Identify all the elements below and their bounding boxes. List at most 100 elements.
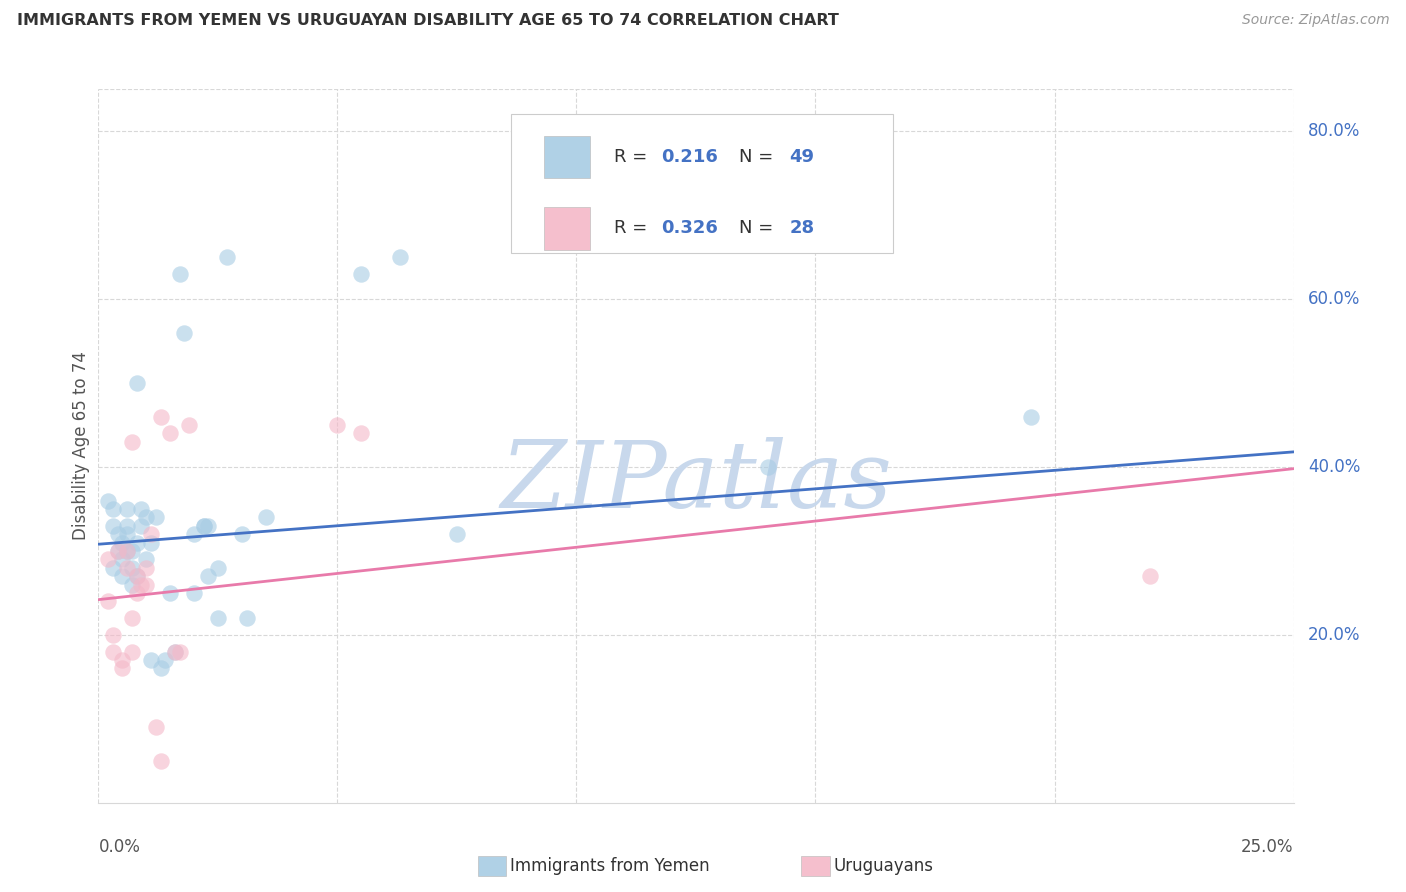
Point: [183, 527, 205, 541]
Point: [135, 552, 157, 566]
Point: [107, 544, 129, 558]
Point: [111, 535, 134, 549]
Point: [163, 645, 186, 659]
Point: [121, 645, 143, 659]
FancyBboxPatch shape: [544, 136, 589, 178]
Point: [135, 560, 157, 574]
Text: 28: 28: [789, 219, 814, 237]
Point: [1139, 569, 1161, 583]
Point: [121, 434, 143, 449]
Text: ZIPatlas: ZIPatlas: [501, 437, 891, 526]
Point: [135, 577, 157, 591]
Point: [101, 560, 124, 574]
Text: Uruguayans: Uruguayans: [834, 857, 934, 875]
Text: N =: N =: [740, 219, 779, 237]
Point: [131, 518, 153, 533]
Text: Immigrants from Yemen: Immigrants from Yemen: [510, 857, 710, 875]
Point: [101, 502, 124, 516]
Point: [183, 586, 205, 600]
Point: [1019, 409, 1042, 424]
Point: [163, 645, 186, 659]
Point: [207, 560, 229, 574]
Point: [139, 527, 162, 541]
Point: [326, 417, 349, 432]
Text: 80.0%: 80.0%: [1308, 122, 1360, 140]
Point: [197, 518, 219, 533]
Point: [149, 409, 172, 424]
Point: [193, 518, 215, 533]
Point: [197, 569, 219, 583]
Point: [149, 661, 172, 675]
Point: [159, 426, 181, 441]
Point: [235, 611, 257, 625]
Text: 40.0%: 40.0%: [1308, 458, 1360, 476]
Point: [350, 426, 373, 441]
Point: [254, 510, 277, 524]
Text: R =: R =: [613, 148, 652, 166]
Point: [350, 267, 373, 281]
Text: 25.0%: 25.0%: [1241, 838, 1294, 856]
Point: [193, 518, 215, 533]
Point: [121, 577, 143, 591]
Point: [121, 611, 143, 625]
Point: [131, 577, 153, 591]
Point: [111, 569, 134, 583]
Point: [111, 653, 134, 667]
Point: [115, 544, 138, 558]
Point: [446, 527, 468, 541]
Point: [388, 250, 411, 264]
Point: [115, 502, 138, 516]
Point: [101, 628, 124, 642]
Point: [231, 527, 253, 541]
Point: [97, 493, 120, 508]
Text: 60.0%: 60.0%: [1308, 290, 1360, 308]
Text: R =: R =: [613, 219, 652, 237]
Text: 0.0%: 0.0%: [98, 838, 141, 856]
FancyBboxPatch shape: [510, 114, 893, 253]
Point: [101, 518, 124, 533]
Point: [155, 653, 177, 667]
Point: [111, 552, 134, 566]
Point: [173, 326, 195, 340]
Point: [169, 267, 191, 281]
Point: [217, 250, 239, 264]
Point: [107, 527, 129, 541]
Point: [125, 535, 148, 549]
Text: 0.326: 0.326: [661, 219, 718, 237]
Point: [139, 653, 162, 667]
Text: Source: ZipAtlas.com: Source: ZipAtlas.com: [1241, 13, 1389, 28]
Point: [139, 535, 162, 549]
Point: [115, 544, 138, 558]
Point: [121, 544, 143, 558]
Point: [115, 527, 138, 541]
FancyBboxPatch shape: [544, 207, 589, 250]
Point: [125, 376, 148, 390]
Point: [149, 754, 172, 768]
Point: [169, 645, 191, 659]
Point: [145, 720, 167, 734]
Point: [125, 569, 148, 583]
Point: [207, 611, 229, 625]
Text: 20.0%: 20.0%: [1308, 626, 1361, 644]
Point: [131, 502, 153, 516]
Point: [115, 560, 138, 574]
Point: [111, 661, 134, 675]
Text: 49: 49: [789, 148, 814, 166]
Point: [115, 518, 138, 533]
Text: IMMIGRANTS FROM YEMEN VS URUGUAYAN DISABILITY AGE 65 TO 74 CORRELATION CHART: IMMIGRANTS FROM YEMEN VS URUGUAYAN DISAB…: [17, 13, 839, 29]
Point: [125, 586, 148, 600]
Point: [97, 594, 120, 608]
Point: [179, 417, 201, 432]
Point: [145, 510, 167, 524]
Point: [135, 510, 157, 524]
Point: [159, 586, 181, 600]
Point: [107, 544, 129, 558]
Text: 0.216: 0.216: [661, 148, 718, 166]
Point: [121, 560, 143, 574]
Point: [97, 552, 120, 566]
Text: N =: N =: [740, 148, 779, 166]
Point: [756, 460, 779, 475]
Point: [101, 645, 124, 659]
Point: [125, 569, 148, 583]
Y-axis label: Disability Age 65 to 74: Disability Age 65 to 74: [72, 351, 90, 541]
